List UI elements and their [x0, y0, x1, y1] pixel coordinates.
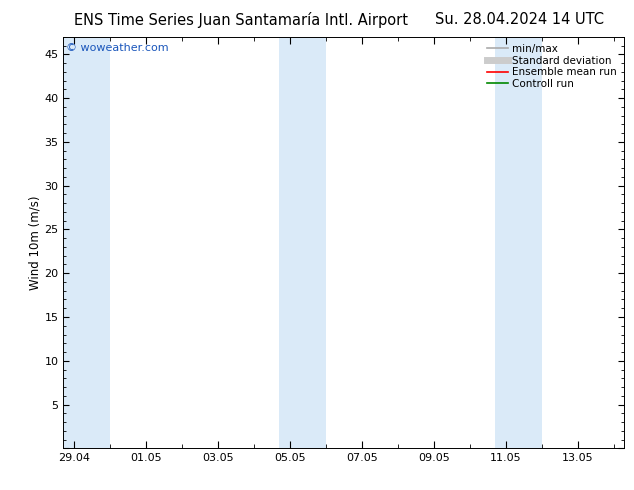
Legend: min/max, Standard deviation, Ensemble mean run, Controll run: min/max, Standard deviation, Ensemble me…	[486, 42, 619, 91]
Bar	[495, 37, 542, 448]
Text: © woweather.com: © woweather.com	[66, 43, 169, 53]
Text: Su. 28.04.2024 14 UTC: Su. 28.04.2024 14 UTC	[436, 12, 604, 27]
Text: ENS Time Series Juan Santamaría Intl. Airport: ENS Time Series Juan Santamaría Intl. Ai…	[74, 12, 408, 28]
Y-axis label: Wind 10m (m/s): Wind 10m (m/s)	[29, 196, 42, 290]
Bar	[279, 37, 326, 448]
Bar	[63, 37, 110, 448]
